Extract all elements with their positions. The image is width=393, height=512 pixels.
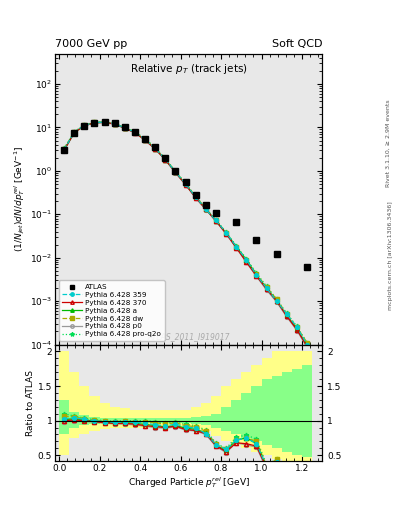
Y-axis label: Ratio to ATLAS: Ratio to ATLAS [26,370,35,436]
Text: mcplots.cern.ch [arXiv:1306.3436]: mcplots.cern.ch [arXiv:1306.3436] [387,202,393,310]
Text: Soft QCD: Soft QCD [272,38,322,49]
Legend: ATLAS, Pythia 6.428 359, Pythia 6.428 370, Pythia 6.428 a, Pythia 6.428 dw, Pyth: ATLAS, Pythia 6.428 359, Pythia 6.428 37… [59,281,165,341]
Text: Relative $p_T$ (track jets): Relative $p_T$ (track jets) [130,62,248,76]
Y-axis label: $(1/N_{jet})dN/dp_T^{rel}$ [GeV$^{-1}$]: $(1/N_{jet})dN/dp_T^{rel}$ [GeV$^{-1}$] [13,146,27,252]
X-axis label: Charged Particle $p_T^{rel}$ [GeV]: Charged Particle $p_T^{rel}$ [GeV] [128,475,250,490]
Text: Rivet 3.1.10, ≥ 2.9M events: Rivet 3.1.10, ≥ 2.9M events [386,99,391,187]
Text: 7000 GeV pp: 7000 GeV pp [55,38,127,49]
Text: ATLAS_2011_I919017: ATLAS_2011_I919017 [147,333,230,342]
